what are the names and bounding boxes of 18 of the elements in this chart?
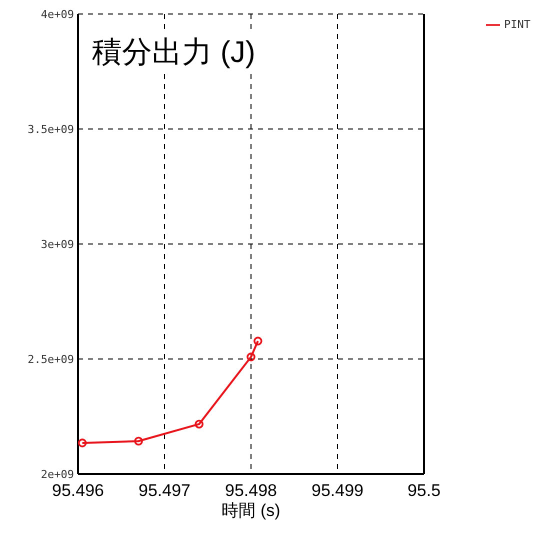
- y-tick-label: 4e+09: [40, 8, 74, 21]
- y-tick-label: 3.5e+09: [28, 122, 74, 136]
- point: [194, 420, 204, 428]
- x-tick-label: 95.499: [312, 481, 364, 500]
- point: [134, 436, 143, 446]
- point: [254, 336, 262, 346]
- x-tick-label: 95.497: [138, 481, 190, 500]
- legend-label: PINT: [504, 18, 530, 32]
- y-tick-label: 2.5e+09: [28, 352, 74, 366]
- y-tick-label: 2e+09: [40, 468, 74, 481]
- text: 積分出力 (J): [88, 32, 260, 73]
- x-tick-label: 95.5: [407, 481, 441, 500]
- x-axis-title: 時間 (s): [222, 501, 280, 520]
- x-tick-label: 95.496: [52, 481, 104, 500]
- point: [78, 438, 87, 448]
- x-tick-label: 95.498: [225, 481, 277, 500]
- y-tick-label: 3e+09: [40, 238, 74, 251]
- point: [246, 352, 256, 362]
